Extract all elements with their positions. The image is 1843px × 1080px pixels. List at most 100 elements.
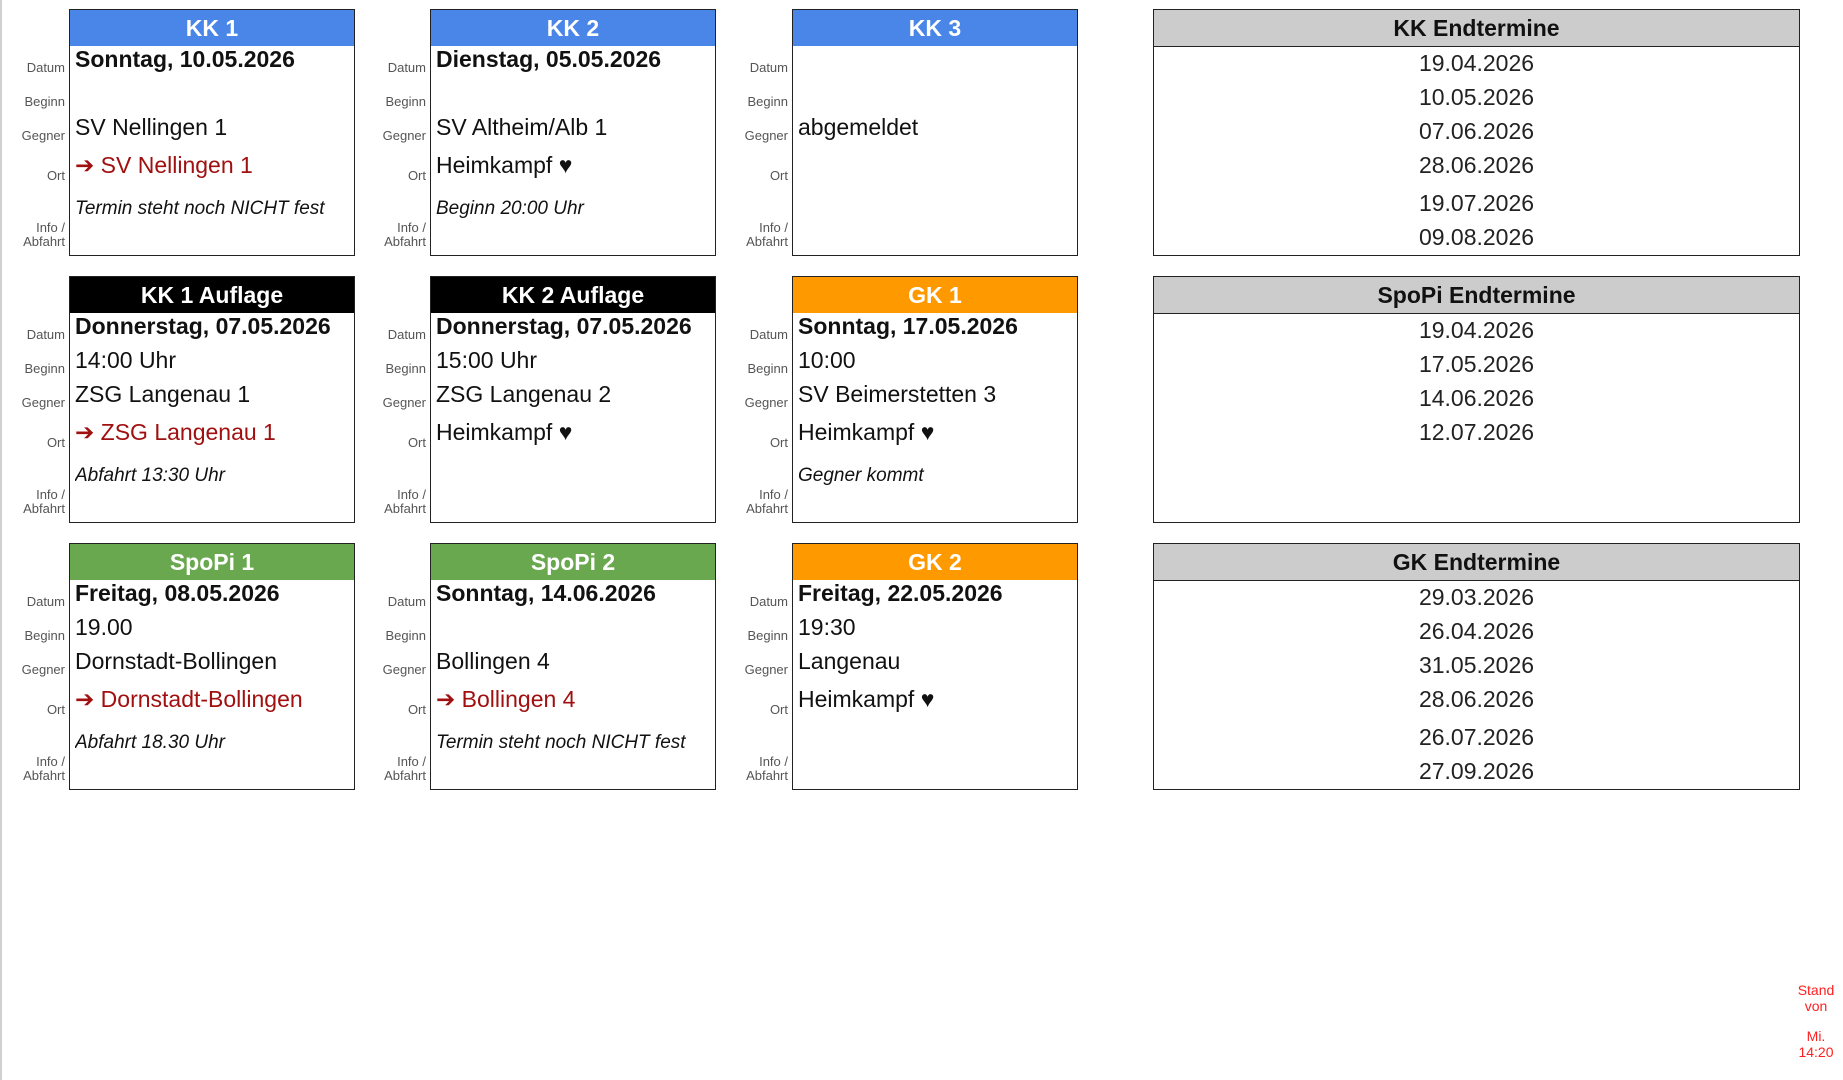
- label-datum: Datum: [387, 60, 426, 75]
- card-title: KK 1: [70, 10, 354, 46]
- endtermine-box: KK Endtermine 19.04.2026 10.05.2026 07.06.2…: [1153, 9, 1800, 256]
- match-card: GK 1 Sonntag, 17.05.2026 10:00 SV Beimerste…: [792, 276, 1078, 523]
- label-datum: Datum: [387, 327, 426, 342]
- label-info-line: Info /: [397, 487, 426, 502]
- card-ort: Heimkampf ♥: [798, 686, 935, 712]
- endtermine-date: 28.06.2026: [1418, 686, 1535, 712]
- label-info-line: Abfahrt: [23, 501, 65, 516]
- match-card: SpoPi 2 Sonntag, 14.06.2026 Bollingen 4 ➔ B…: [430, 543, 716, 790]
- stand-line: 14:20: [1798, 1044, 1834, 1060]
- left-border: [0, 0, 2, 1080]
- card-ort: Heimkampf ♥: [436, 152, 573, 178]
- card-info: Abfahrt 18.30 Uhr: [75, 732, 225, 753]
- label-info-line: Abfahrt: [746, 501, 788, 516]
- card-title: KK 1 Auflage: [70, 277, 354, 313]
- label-gegner: Gegner: [382, 395, 426, 410]
- label-ort: Ort: [769, 168, 788, 183]
- label-info-line: Info /: [36, 220, 65, 235]
- label-info: Info / Abfahrt: [728, 755, 788, 783]
- card-datum: Sonntag, 10.05.2026: [75, 46, 295, 72]
- card-info: Termin steht noch NICHT fest: [436, 732, 686, 753]
- label-gegner: Gegner: [382, 662, 426, 677]
- label-beginn: Beginn: [747, 94, 788, 109]
- label-info-line: Info /: [36, 754, 65, 769]
- label-beginn: Beginn: [24, 94, 65, 109]
- label-info-line: Info /: [759, 754, 788, 769]
- match-card: KK 2 Dienstag, 05.05.2026 SV Altheim/Alb 1…: [430, 9, 716, 256]
- card-ort: ➔ Bollingen 4: [436, 686, 576, 712]
- label-info-line: Abfahrt: [384, 501, 426, 516]
- card-datum: Dienstag, 05.05.2026: [436, 46, 662, 72]
- label-info-line: Info /: [759, 220, 788, 235]
- card-title: SpoPi 2: [431, 544, 715, 580]
- label-info-line: Abfahrt: [746, 234, 788, 249]
- label-info: Info / Abfahrt: [366, 221, 426, 249]
- stand-note: Stand von Mi. 14:20: [1791, 982, 1841, 1060]
- label-ort: Ort: [407, 702, 426, 717]
- label-ort: Ort: [46, 435, 65, 450]
- label-datum: Datum: [26, 594, 65, 609]
- label-info-line: Abfahrt: [23, 768, 65, 783]
- card-gegner: Dornstadt-Bollingen: [75, 648, 278, 674]
- endtermine-date: 26.07.2026: [1418, 724, 1535, 750]
- endtermine-date: 27.09.2026: [1418, 758, 1535, 784]
- match-card: KK 1 Auflage Donnerstag, 07.05.2026 14:00 …: [69, 276, 355, 523]
- label-gegner: Gegner: [21, 395, 65, 410]
- label-ort: Ort: [407, 435, 426, 450]
- label-datum: Datum: [26, 60, 65, 75]
- endtermine-date: 12.07.2026: [1418, 419, 1535, 445]
- match-card: KK 3 abgemeldet: [792, 9, 1078, 256]
- endtermine-date: 19.04.2026: [1418, 317, 1535, 343]
- card-gegner: Bollingen 4: [436, 648, 550, 674]
- card-title: SpoPi 1: [70, 544, 354, 580]
- card-gegner: SV Nellingen 1: [75, 114, 228, 140]
- stand-line: von: [1804, 998, 1828, 1014]
- card-gegner: SV Beimerstetten 3: [798, 381, 997, 407]
- label-beginn: Beginn: [24, 628, 65, 643]
- card-ort: ➔ SV Nellingen 1: [75, 152, 253, 178]
- card-datum: Donnerstag, 07.05.2026: [436, 313, 692, 339]
- label-beginn: Beginn: [385, 94, 426, 109]
- label-gegner: Gegner: [744, 395, 788, 410]
- card-title: GK 2: [793, 544, 1077, 580]
- card-datum: Donnerstag, 07.05.2026: [75, 313, 331, 339]
- label-info: Info / Abfahrt: [5, 488, 65, 516]
- endtermine-date: 26.04.2026: [1418, 618, 1535, 644]
- endtermine-date: 29.03.2026: [1418, 584, 1535, 610]
- card-gegner: abgemeldet: [798, 114, 919, 140]
- card-info: Abfahrt 13:30 Uhr: [75, 465, 225, 486]
- endtermine-date: 09.08.2026: [1418, 224, 1535, 250]
- label-gegner: Gegner: [21, 662, 65, 677]
- card-datum: Sonntag, 14.06.2026: [436, 580, 656, 606]
- card-info: Gegner kommt: [798, 465, 924, 486]
- card-beginn: 19:30: [798, 614, 856, 640]
- card-title: KK 2 Auflage: [431, 277, 715, 313]
- label-info-line: Abfahrt: [23, 234, 65, 249]
- card-gegner: SV Altheim/Alb 1: [436, 114, 608, 140]
- card-title: KK 2: [431, 10, 715, 46]
- endtermine-date: 17.05.2026: [1418, 351, 1535, 377]
- label-info-line: Abfahrt: [384, 768, 426, 783]
- label-datum: Datum: [749, 60, 788, 75]
- endtermine-title: SpoPi Endtermine: [1154, 277, 1799, 314]
- label-beginn: Beginn: [747, 628, 788, 643]
- label-datum: Datum: [26, 327, 65, 342]
- card-ort: Heimkampf ♥: [436, 419, 573, 445]
- endtermine-title: GK Endtermine: [1154, 544, 1799, 581]
- card-title: KK 3: [793, 10, 1077, 46]
- label-datum: Datum: [387, 594, 426, 609]
- endtermine-date: 10.05.2026: [1418, 84, 1535, 110]
- endtermine-box: SpoPi Endtermine 19.04.2026 17.05.2026 14.0…: [1153, 276, 1800, 523]
- label-info-line: Info /: [397, 220, 426, 235]
- match-card: SpoPi 1 Freitag, 08.05.2026 19.00 Dornstadt…: [69, 543, 355, 790]
- card-datum: Freitag, 08.05.2026: [75, 580, 280, 606]
- endtermine-date: 19.04.2026: [1418, 50, 1535, 76]
- match-card: KK 1 Sonntag, 10.05.2026 SV Nellingen 1 ➔ S…: [69, 9, 355, 256]
- card-datum: Sonntag, 17.05.2026: [798, 313, 1018, 339]
- stand-line: Mi.: [1806, 1028, 1826, 1044]
- label-info-line: Info /: [36, 487, 65, 502]
- label-gegner: Gegner: [21, 128, 65, 143]
- card-ort: ➔ Dornstadt-Bollingen: [75, 686, 303, 712]
- label-beginn: Beginn: [385, 628, 426, 643]
- endtermine-date: 31.05.2026: [1418, 652, 1535, 678]
